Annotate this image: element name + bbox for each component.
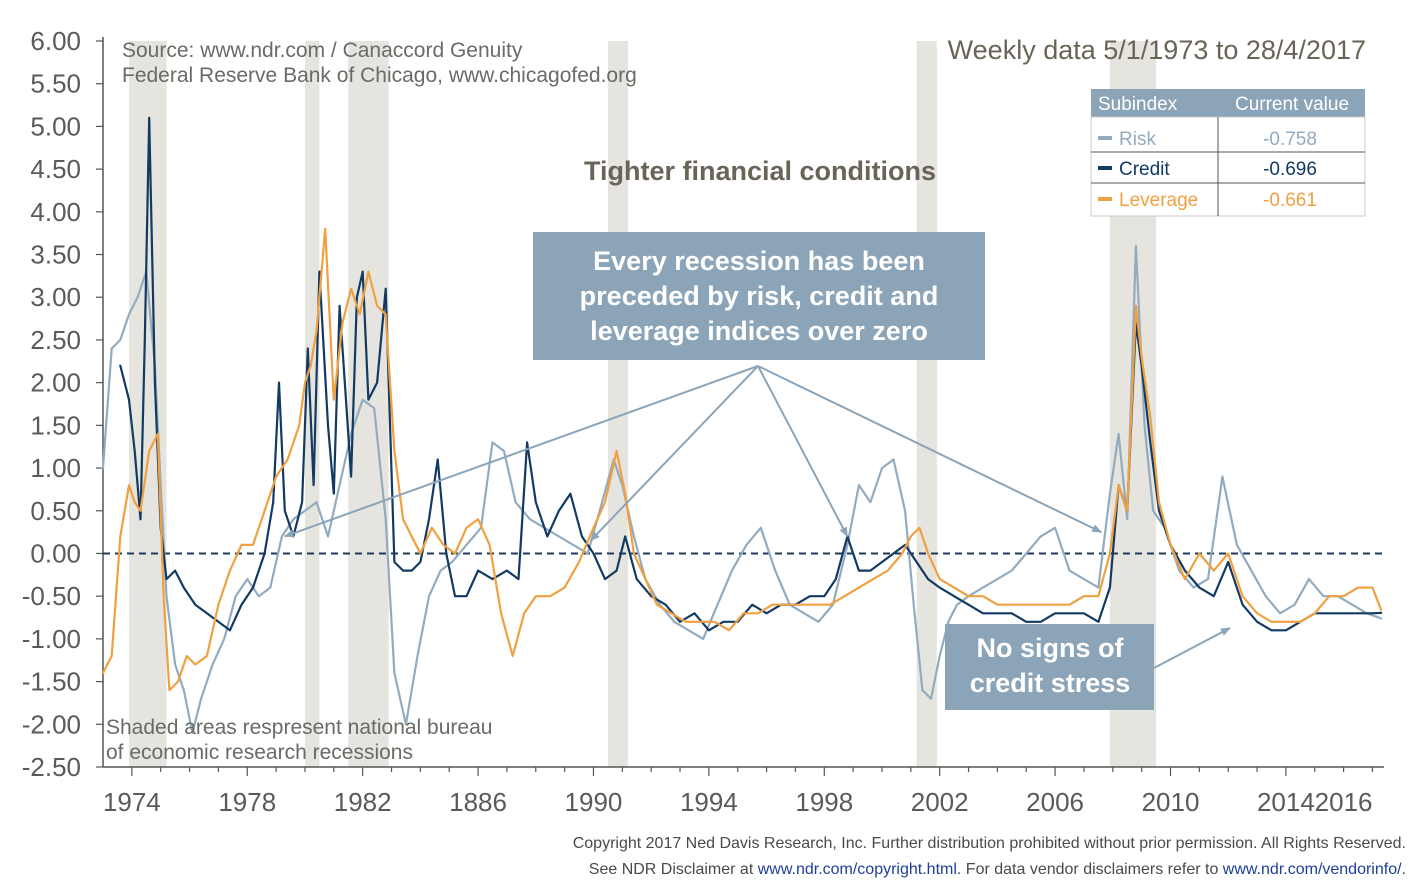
callout-recession-line-3: leverage indices over zero xyxy=(590,316,928,346)
callout-credit-line-1: No signs of xyxy=(977,633,1125,663)
legend-header-bg xyxy=(1091,89,1365,117)
legend-header-subindex: Subindex xyxy=(1098,94,1178,115)
legend-swatch-credit xyxy=(1098,166,1112,170)
source-line-1: Source: www.ndr.com / Canaccord Genuity xyxy=(122,39,523,62)
legend-body xyxy=(1090,116,1366,217)
y-tick-label: -1.50 xyxy=(22,667,81,697)
y-tick-label: 3.50 xyxy=(30,240,81,270)
x-tick-label: 1974 xyxy=(103,787,161,817)
x-tick-label: 2014 xyxy=(1257,787,1315,817)
footer-disclaimer-middle: . For data vendor disclaimers refer to xyxy=(957,861,1223,878)
date-range: Weekly data 5/1/1973 to 28/4/2017 xyxy=(948,35,1366,65)
x-tick-label: 2002 xyxy=(911,787,969,817)
callout-recession: Every recession has been preceded by ris… xyxy=(533,232,985,360)
source-line-2: Federal Reserve Bank of Chicago, www.chi… xyxy=(122,64,637,87)
x-tick-label: 1994 xyxy=(680,787,738,817)
x-tick-label: 1982 xyxy=(334,787,392,817)
y-tick-label: 0.50 xyxy=(30,496,81,526)
recession-band xyxy=(304,41,320,767)
x-tick-label: 1990 xyxy=(565,787,623,817)
recession-band xyxy=(916,41,937,767)
recession-band xyxy=(607,41,629,767)
recession-arrow xyxy=(283,365,759,538)
series-lines xyxy=(101,116,1383,734)
footer-vendorinfo-link[interactable]: www.ndr.com/vendorinfo/ xyxy=(1222,861,1402,878)
callout-credit: No signs of credit stress xyxy=(945,624,1154,710)
y-tick-label: 1.50 xyxy=(30,410,81,440)
legend-label-leverage: Leverage xyxy=(1119,190,1198,211)
callout-recession-line-1: Every recession has been xyxy=(593,246,925,276)
callout-credit-box xyxy=(945,624,1154,710)
footer-copyright: Copyright 2017 Ned Davis Research, Inc. … xyxy=(573,835,1406,852)
axes: 6.00 5.50 5.00 4.50 4.00 3.50 3.00 2.50 2.00 1.50… xyxy=(22,26,1384,817)
y-tick-label: 0.00 xyxy=(30,538,81,568)
recession-arrow xyxy=(757,365,1103,534)
y-tick-label: 2.00 xyxy=(30,368,81,398)
x-tick-label: 1978 xyxy=(218,787,276,817)
legend-value-credit: -0.696 xyxy=(1263,159,1317,180)
recession-arrow xyxy=(757,365,849,538)
shaded-note: Shaded areas respresent national bureau … xyxy=(106,716,492,764)
legend-label-credit: Credit xyxy=(1119,159,1170,180)
y-tick-label: -2.00 xyxy=(22,709,81,739)
y-tick-label: -2.50 xyxy=(22,752,81,782)
legend-header-value: Current value xyxy=(1235,94,1349,115)
x-tick-label: 2016 xyxy=(1315,787,1373,817)
x-tick-label: 2006 xyxy=(1026,787,1084,817)
y-tick-label: 2.50 xyxy=(30,325,81,355)
footer-copyright-link[interactable]: www.ndr.com/copyright.html xyxy=(757,861,957,878)
footer: Copyright 2017 Ned Davis Research, Inc. … xyxy=(573,835,1406,878)
y-tick-label: -1.00 xyxy=(22,624,81,654)
callout-credit-line-2: credit stress xyxy=(970,668,1131,698)
y-tick-label: 4.50 xyxy=(30,154,81,184)
footer-disclaimer: See NDR Disclaimer at www.ndr.com/copyri… xyxy=(589,861,1406,878)
source-annotation: Source: www.ndr.com / Canaccord Genuity … xyxy=(122,39,637,87)
y-tick-label: -0.50 xyxy=(22,581,81,611)
legend-label-risk: Risk xyxy=(1119,129,1156,150)
shaded-note-line-2: of economic research recessions xyxy=(106,741,413,764)
y-tick-label: 6.00 xyxy=(30,26,81,56)
recession-arrow xyxy=(589,365,759,542)
credit-stress-arrow xyxy=(1153,627,1231,669)
y-tick-label: 5.50 xyxy=(30,69,81,99)
headline: Tighter financial conditions xyxy=(584,156,936,186)
x-tick-label: 2010 xyxy=(1142,787,1200,817)
y-tick-label: 3.00 xyxy=(30,282,81,312)
legend-value-risk: -0.758 xyxy=(1263,129,1317,150)
y-tick-label: 5.00 xyxy=(30,111,81,141)
callout-recession-box xyxy=(533,232,985,360)
legend-swatch-leverage xyxy=(1098,197,1112,201)
annotation-arrows xyxy=(283,365,1231,669)
series-line-leverage xyxy=(101,227,1383,692)
y-tick-label: 1.00 xyxy=(30,453,81,483)
footer-disclaimer-suffix: . xyxy=(1402,861,1406,878)
legend-swatch-risk xyxy=(1098,136,1112,140)
legend-table: Subindex Current value Risk -0.758 Credi… xyxy=(1090,89,1366,217)
footer-disclaimer-prefix: See NDR Disclaimer at xyxy=(589,861,758,878)
legend-value-leverage: -0.661 xyxy=(1263,190,1317,211)
x-tick-label: 1998 xyxy=(795,787,853,817)
callout-recession-line-2: preceded by risk, credit and xyxy=(580,281,939,311)
y-tick-label: 4.00 xyxy=(30,197,81,227)
shaded-note-line-1: Shaded areas respresent national bureau xyxy=(106,716,492,739)
x-tick-label: 1886 xyxy=(449,787,507,817)
series-line-risk xyxy=(101,244,1383,734)
